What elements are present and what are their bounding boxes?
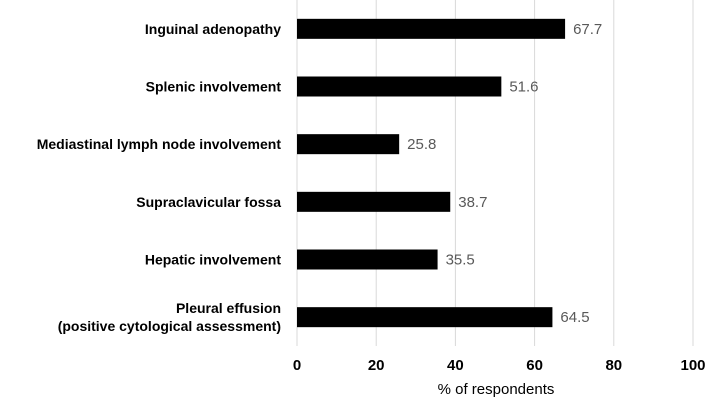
category-label: Splenic involvement: [146, 79, 282, 95]
category-label: Mediastinal lymph node involvement: [37, 136, 282, 152]
data-label: 64.5: [560, 309, 589, 326]
bar: [297, 134, 400, 155]
x-tick-label: 60: [526, 357, 543, 374]
category-label-line: Splenic involvement: [146, 79, 282, 95]
category-label-line: Inguinal adenopathy: [145, 21, 281, 37]
bar: [297, 76, 502, 97]
x-tick-label: 20: [368, 357, 385, 374]
data-labels: 67.7 51.6 25.8 38.7 35.5 64.5: [407, 21, 602, 326]
x-tick-label: 100: [680, 357, 705, 374]
bars: [297, 18, 566, 328]
bar: [297, 249, 438, 270]
category-label-line: (positive cytological assessment): [58, 318, 281, 334]
data-label: 67.7: [573, 21, 602, 38]
x-tick-label: 0: [293, 357, 301, 374]
bar: [297, 18, 566, 39]
category-label-line: Mediastinal lymph node involvement: [37, 136, 282, 152]
bar: [297, 307, 553, 328]
category-label: Inguinal adenopathy: [145, 21, 281, 37]
category-label: Hepatic involvement: [145, 252, 281, 268]
category-label-line: Pleural effusion: [176, 300, 281, 316]
data-label: 38.7: [458, 194, 487, 211]
x-tick-label: 40: [447, 357, 464, 374]
category-label: Pleural effusion (positive cytological as…: [58, 300, 281, 334]
x-axis-title: % of respondents: [438, 381, 555, 398]
data-label: 25.8: [407, 136, 436, 153]
category-label-line: Supraclavicular fossa: [136, 194, 281, 210]
data-label: 35.5: [446, 252, 475, 269]
x-tick-labels: 0 20 40 60 80 100: [293, 357, 706, 374]
category-label-line: Hepatic involvement: [145, 252, 281, 268]
category-label: Supraclavicular fossa: [136, 194, 281, 210]
x-tick-label: 80: [605, 357, 622, 374]
bar: [297, 191, 451, 212]
data-label: 51.6: [509, 79, 538, 96]
gridlines: [296, 0, 694, 346]
category-labels: Inguinal adenopathy Splenic involvement Me…: [37, 21, 282, 334]
